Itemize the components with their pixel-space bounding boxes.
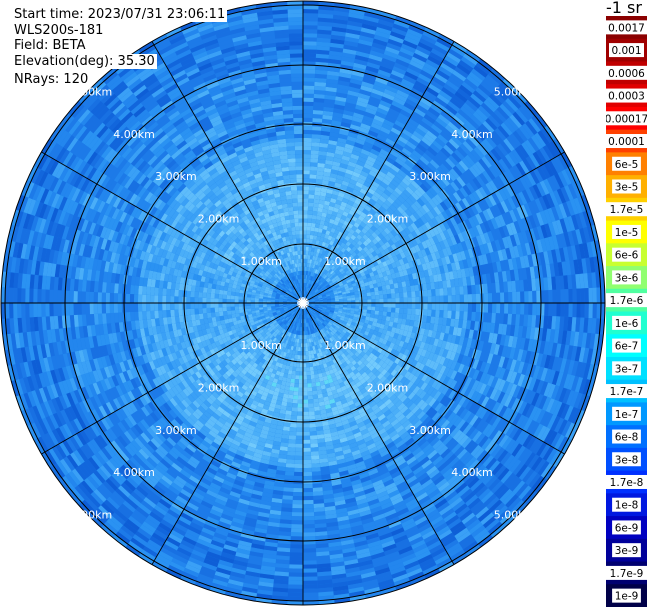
colorbar-tick-label: 1e-9 [615, 591, 639, 603]
range-label: 3.00km [155, 170, 197, 183]
scanner-center-marker [297, 297, 309, 309]
range-label: 3.00km [409, 424, 451, 437]
range-label: 1.00km [240, 339, 282, 352]
colorbar-tick-label: 3e-7 [615, 363, 639, 375]
colorbar-tick-label: 1e-7 [615, 409, 639, 421]
range-label: 1.00km [240, 255, 282, 268]
colorbar-tick-label: 1e-6 [615, 318, 639, 330]
range-labels: 1.00km 1.00km 1.00km 1.00km 2.00km 2.00km 2.00… [71, 85, 536, 521]
colorbar-tick-label: 1.7e-6 [610, 295, 644, 307]
range-label: 5.00km [494, 85, 536, 98]
colorbar-tick-label: 0.0003 [608, 91, 645, 103]
range-label: 3.00km [409, 170, 451, 183]
range-label: 2.00km [367, 381, 409, 394]
colorbar-tick-label: 0.0017 [608, 22, 645, 34]
nrays-label: NRays: 120 [12, 72, 91, 87]
azimuth-spoke [41, 151, 304, 304]
range-label: 1.00km [324, 255, 366, 268]
colorbar-tick-label: 1e-5 [615, 227, 639, 239]
backscatter-cells [1, 1, 605, 605]
elevation-label: Elevation(deg): 35.30 [12, 54, 157, 69]
colorbar-tick-label: 3e-6 [615, 272, 639, 284]
colorbar-tick-label: 3e-8 [615, 454, 639, 466]
colorbar-tick-label: 0.001 [611, 45, 641, 57]
colorbar-tick-label: 6e-8 [615, 432, 639, 444]
start-time-label: Start time: 2023/07/31 23:06:11 [12, 7, 228, 22]
colorbar-title: -1 sr [606, 0, 642, 17]
azimuth-spoke [302, 41, 455, 304]
field-label: Field: BETA [12, 38, 88, 53]
azimuth-spoke [302, 302, 455, 565]
colorbar-tick-label: 3e-5 [615, 181, 639, 193]
range-label: 5.00km [71, 85, 113, 98]
range-label: 4.00km [451, 128, 493, 141]
azimuth-spokes [1, 1, 605, 605]
colorbar-tick-label: 0.0001 [608, 136, 645, 148]
colorbar-tick-label: 1e-8 [615, 500, 639, 512]
colorbar-tick-label: 0.0006 [608, 68, 645, 80]
colorbar-tick-label: 0.00017 [606, 113, 647, 125]
range-label: 5.00km [494, 509, 536, 522]
colorbar-tick-label: 6e-9 [615, 522, 639, 534]
colorbar-tick-label: 1.7e-5 [610, 204, 644, 216]
colorbar-tick-label: 1.7e-9 [610, 568, 644, 580]
range-label: 1.00km [324, 339, 366, 352]
azimuth-spoke [302, 302, 565, 455]
colorbar: 0.0017 0.001 0.0006 0.0003 0.00017 0.0001 6e-5… [606, 16, 647, 607]
range-label: 2.00km [198, 381, 240, 394]
azimuth-spoke [41, 302, 304, 455]
colorbar-tick-label: 6e-5 [615, 159, 639, 171]
range-label: 4.00km [113, 128, 155, 141]
colorbar-tick-label: 1.7e-8 [610, 477, 644, 489]
range-label: 4.00km [113, 466, 155, 479]
range-label: 4.00km [451, 466, 493, 479]
colorbar-tick-label: 6e-7 [615, 341, 639, 353]
range-label: 3.00km [155, 424, 197, 437]
colorbar-tick-label: 1.7e-7 [610, 386, 644, 398]
instrument-label: WLS200s-181 [12, 23, 106, 38]
range-label: 2.00km [198, 213, 240, 226]
colorbar-tick-label: 3e-9 [615, 545, 639, 557]
colorbar-tick-label: 6e-6 [615, 250, 639, 262]
azimuth-spoke [302, 151, 565, 304]
azimuth-spoke [151, 302, 304, 565]
azimuth-spoke [151, 41, 304, 304]
range-label: 2.00km [367, 213, 409, 226]
range-label: 5.00km [71, 509, 113, 522]
